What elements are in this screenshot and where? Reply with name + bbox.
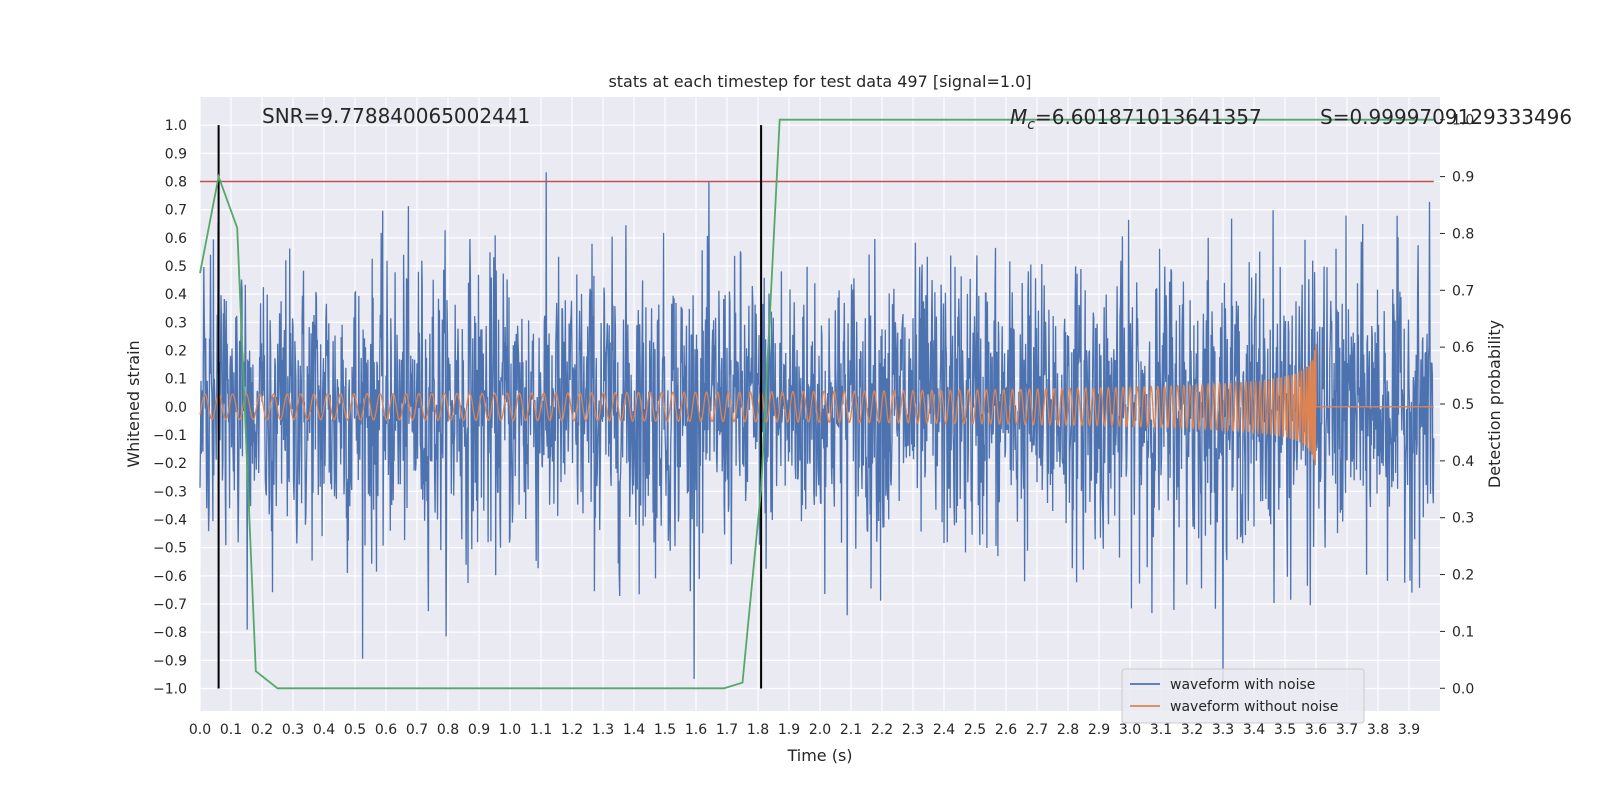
x-tick-label: 2.8 <box>1057 722 1079 738</box>
y-tick-label: −0.3 <box>153 484 187 500</box>
x-tick-label: 0.2 <box>251 722 273 738</box>
x-tick-label: 1.3 <box>592 722 614 738</box>
x-tick-label: 2.9 <box>1088 722 1110 738</box>
y-tick-label: −0.6 <box>153 569 187 585</box>
y-tick-label: 0.6 <box>165 231 187 247</box>
y2-tick-label: 0.0 <box>1452 681 1474 697</box>
x-tick-label: 3.9 <box>1398 722 1420 738</box>
x-tick-label: 3.4 <box>1243 722 1265 738</box>
x-tick-label: 0.5 <box>344 722 366 738</box>
y-tick-label: −0.5 <box>153 541 187 557</box>
y2-tick-label: 0.2 <box>1452 568 1474 584</box>
y2-tick-label: 0.3 <box>1452 511 1474 527</box>
y-tick-label: −0.9 <box>153 653 187 669</box>
y2-tick-labels: 1.0 0.9 0.8 0.7 0.6 0.5 0.4 0.3 0.2 0.1 0.0 <box>1440 113 1474 697</box>
x-tick-label: 0.0 <box>189 722 211 738</box>
chirp-mass-value: =6.601871013641357 <box>1035 105 1262 129</box>
snr-annotation: SNR=9.778840065002441 <box>262 104 530 128</box>
x-tick-label: 3.8 <box>1367 722 1389 738</box>
series-detection-probability <box>199 118 1434 690</box>
x-tick-label: 3.1 <box>1150 722 1172 738</box>
y-tick-label: 0.9 <box>165 146 187 162</box>
y-tick-label: 1.0 <box>165 118 187 134</box>
y-tick-label: −0.4 <box>153 512 187 528</box>
y-tick-label: −0.1 <box>153 428 187 444</box>
y-tick-label: 0.5 <box>165 259 187 275</box>
x-tick-label: 3.2 <box>1181 722 1203 738</box>
y2-tick-label: 0.6 <box>1452 340 1474 356</box>
x-tick-label: 3.3 <box>1212 722 1234 738</box>
y2-tick-label: 0.7 <box>1452 283 1474 299</box>
x-tick-label: 1.9 <box>778 722 800 738</box>
y2-tick-label: 1.0 <box>1452 113 1474 129</box>
x-tick-label: 0.3 <box>282 722 304 738</box>
x-tick-label: 2.4 <box>933 722 955 738</box>
x-tick-label: 2.6 <box>995 722 1017 738</box>
chirp-mass-annotation: Mc=6.601871013641357 <box>1010 105 1262 133</box>
y2-tick-label: 0.4 <box>1452 454 1474 470</box>
x-axis-label: Time (s) <box>786 746 852 765</box>
y-tick-label: −1.0 <box>153 681 187 697</box>
x-tick-label: 1.4 <box>623 722 645 738</box>
legend-box <box>1121 668 1365 724</box>
x-tick-label: 3.7 <box>1336 722 1358 738</box>
x-tick-label: 1.1 <box>530 722 552 738</box>
x-tick-label: 0.4 <box>313 722 335 738</box>
x-tick-label: 2.3 <box>902 722 924 738</box>
y2-tick-label: 0.1 <box>1452 624 1474 640</box>
y2-tick-label: 0.5 <box>1452 397 1474 413</box>
x-tick-label: 2.0 <box>809 722 831 738</box>
series-waveform-with-noise <box>199 172 1435 688</box>
series-waveform-without-noise <box>199 343 1434 466</box>
y2-tick-label: 0.9 <box>1452 170 1474 186</box>
y-tick-label: 0.2 <box>165 343 187 359</box>
x-tick-label: 1.5 <box>654 722 676 738</box>
x-tick-label: 2.7 <box>1026 722 1048 738</box>
y-tick-label: 0.7 <box>165 203 187 219</box>
x-tick-label: 2.2 <box>871 722 893 738</box>
x-tick-label: 1.2 <box>561 722 583 738</box>
y-tick-label: 0.0 <box>165 400 187 416</box>
x-tick-label: 3.5 <box>1274 722 1296 738</box>
y-tick-label: −0.2 <box>153 456 187 472</box>
y2-tick-label: 0.8 <box>1452 226 1474 242</box>
x-tick-label: 1.8 <box>747 722 769 738</box>
chirp-mass-subscript: c <box>1027 117 1035 133</box>
y-tick-label: 0.1 <box>165 372 187 388</box>
x-tick-label: 2.5 <box>964 722 986 738</box>
x-tick-label: 0.1 <box>220 722 242 738</box>
y-tick-labels: 1.0 0.9 0.8 0.7 0.6 0.5 0.4 0.3 0.2 0.1 0.0 −0.1 −0.… <box>153 118 187 697</box>
x-tick-label: 1.0 <box>499 722 521 738</box>
x-tick-label: 1.7 <box>716 722 738 738</box>
s-annotation: S=0.9999709129333496 <box>1320 105 1572 129</box>
y-tick-label: −0.8 <box>153 625 187 641</box>
y-axis-label: Whitened strain <box>124 340 143 467</box>
x-tick-label: 1.6 <box>685 722 707 738</box>
legend-label-clean: waveform without noise <box>1170 699 1338 715</box>
y-tick-label: −0.7 <box>153 597 187 613</box>
x-tick-label: 0.8 <box>437 722 459 738</box>
x-tick-label: 2.1 <box>840 722 862 738</box>
legend-label-noise: waveform with noise <box>1170 677 1315 693</box>
x-tick-label: 0.7 <box>406 722 428 738</box>
y-tick-label: 0.8 <box>165 174 187 190</box>
x-tick-label: 3.6 <box>1305 722 1327 738</box>
vertical-lines <box>217 125 763 689</box>
y-tick-label: 0.4 <box>165 287 187 303</box>
y-tick-label: 0.3 <box>165 315 187 331</box>
chart-title: stats at each timestep for test data 497… <box>608 72 1031 91</box>
x-tick-label: 0.6 <box>375 722 397 738</box>
x-tick-label: 0.9 <box>468 722 490 738</box>
y2-axis-label: Detection probability <box>1485 320 1504 488</box>
chirp-mass-symbol: M <box>1010 105 1027 129</box>
x-tick-label: 3.0 <box>1119 722 1141 738</box>
x-tick-labels: 0.0 0.1 0.2 0.3 0.4 0.5 0.6 0.7 0.8 0.9 1.0 1.1 1.2 1… <box>189 722 1420 738</box>
legend: waveform with noise waveform without noi… <box>1121 668 1365 724</box>
